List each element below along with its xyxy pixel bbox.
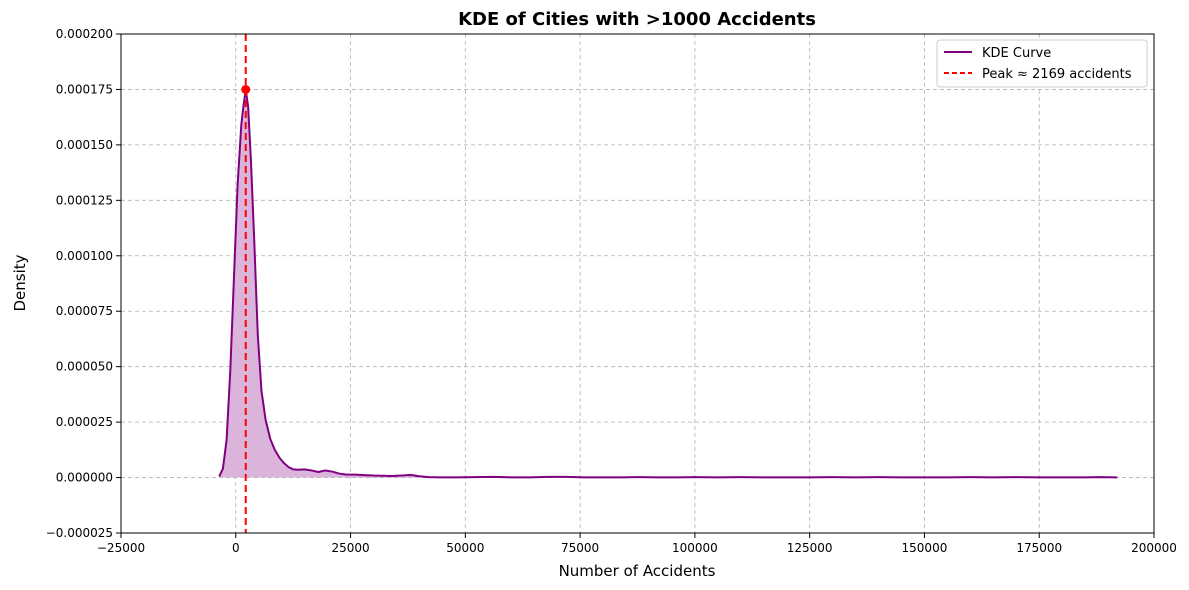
y-tick-label: 0.000100 [56,249,113,263]
peak-marker [241,84,251,94]
axes-frame [120,33,1155,534]
y-tick-label: 0.000175 [56,82,113,96]
plot-area [218,34,1118,533]
y-tick-label: 0.000075 [56,304,113,318]
legend-peak-label: Peak ≈ 2169 accidents [982,67,1132,82]
chart-title: KDE of Cities with >1000 Accidents [458,9,816,30]
x-tick-label: 150000 [902,541,948,555]
x-tick-label: 25000 [331,541,369,555]
x-tick-label: 0 [232,541,240,555]
x-tick-label: 50000 [446,541,484,555]
x-tick-label: 100000 [672,541,718,555]
legend-kde-label: KDE Curve [982,46,1051,61]
kde-curve-line [218,88,1118,479]
x-tick-label: 200000 [1131,541,1177,555]
legend: KDE Curve Peak ≈ 2169 accidents [936,39,1148,88]
y-tick-label: 0.000000 [56,471,113,485]
y-tick-label: 0.000125 [56,193,113,207]
x-tick-label: 125000 [787,541,833,555]
x-axis-label: Number of Accidents [559,562,716,580]
axes: −25000 0 25000 50000 75000 100000 125000 150000… [46,27,1177,555]
y-tick-label: 0.000050 [56,360,113,374]
legend-box [936,39,1148,88]
y-tick-label: 0.000150 [56,138,113,152]
y-tick-label: 0.000025 [56,415,113,429]
x-tick-label: 75000 [561,541,599,555]
y-axis-label: Density [11,254,29,311]
x-tick-label: −25000 [97,541,145,555]
y-tick-label: 0.000200 [56,27,113,41]
x-tick-label: 175000 [1016,541,1062,555]
y-tick-label: −0.000025 [46,526,113,540]
